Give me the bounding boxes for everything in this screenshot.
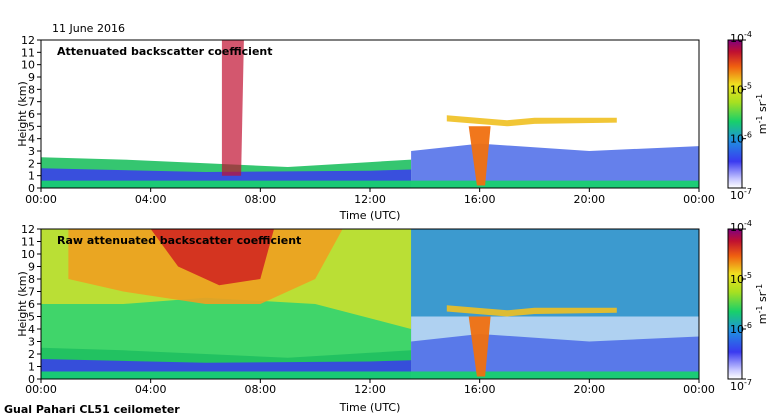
- y-tick-label: 7: [28, 286, 35, 299]
- colorbar-raw: [727, 228, 743, 380]
- colorbar-attenuated: [727, 39, 743, 189]
- panel-title-attenuated: Attenuated backscatter coefficient: [57, 45, 273, 58]
- y-tick-label: 0: [28, 373, 35, 386]
- y-tick-label: 5: [28, 311, 35, 324]
- x-tick-label: 20:00: [573, 193, 605, 206]
- y-tick-label: 10: [21, 59, 35, 72]
- y-tick-label: 2: [28, 157, 35, 170]
- colorbar-tick-label: 10-6: [730, 131, 752, 146]
- high-cloud-column: [221, 40, 244, 176]
- instrument-footer: Gual Pahari CL51 ceilometer: [4, 403, 180, 416]
- y-tick-label: 1: [28, 170, 35, 183]
- y-tick-label: 4: [28, 323, 35, 336]
- panel-raw: Raw attenuated backscatter coefficient 0…: [16, 219, 769, 414]
- x-tick-label: 16:00: [464, 193, 496, 206]
- y-tick-label: 6: [28, 298, 35, 311]
- y-axis-label-attenuated: Height (km): [16, 81, 29, 147]
- y-tick-label: 3: [28, 336, 35, 349]
- y-tick-label: 10: [21, 248, 35, 261]
- rain-shaft: [468, 316, 491, 377]
- cloud-layer: [446, 115, 617, 127]
- y-tick-label: 9: [28, 71, 35, 84]
- x-tick-label: 04:00: [135, 193, 167, 206]
- colorbar-tick-label: 10-7: [730, 187, 752, 202]
- x-tick-label: 20:00: [573, 383, 605, 396]
- y-tick-label: 9: [28, 261, 35, 274]
- colorbar-tick-label: 10-7: [730, 378, 752, 393]
- raw-noise-max: [150, 229, 274, 286]
- heatmap-raw: [41, 229, 699, 379]
- colorbar-unit-attenuated: m-1 sr-1: [755, 94, 769, 134]
- x-tick-label: 08:00: [244, 383, 276, 396]
- x-tick-label: 00:00: [25, 193, 57, 206]
- colorbar-tick-label: 10-4: [730, 219, 752, 234]
- x-tick-label: 12:00: [354, 383, 386, 396]
- x-axis-label-raw: Time (UTC): [339, 401, 401, 414]
- date-label: 11 June 2016: [52, 22, 125, 35]
- y-tick-label: 12: [21, 34, 35, 47]
- x-axis-label-attenuated: Time (UTC): [339, 209, 401, 222]
- y-tick-label: 11: [21, 46, 35, 59]
- y-tick-label: 5: [28, 120, 35, 133]
- x-tick-label: 12:00: [354, 193, 386, 206]
- y-tick-label: 2: [28, 348, 35, 361]
- y-tick-label: 3: [28, 145, 35, 158]
- y-tick-label: 11: [21, 236, 35, 249]
- cloud-layer: [446, 305, 617, 317]
- panel-attenuated: Attenuated backscatter coefficient 01234…: [16, 30, 769, 222]
- surface-layer: [41, 180, 699, 188]
- y-tick-label: 0: [28, 182, 35, 195]
- y-tick-label: 6: [28, 108, 35, 121]
- y-tick-label: 8: [28, 273, 35, 286]
- y-tick-label: 7: [28, 96, 35, 109]
- y-tick-label: 1: [28, 361, 35, 374]
- y-tick-label: 4: [28, 133, 35, 146]
- x-tick-label: 00:00: [683, 193, 715, 206]
- y-tick-label: 8: [28, 83, 35, 96]
- colorbar-tick-label: 10-6: [730, 321, 752, 336]
- x-tick-label: 00:00: [25, 383, 57, 396]
- heatmap-attenuated: [41, 40, 699, 188]
- x-tick-label: 16:00: [464, 383, 496, 396]
- x-tick-label: 08:00: [244, 193, 276, 206]
- rain-shaft: [468, 126, 491, 186]
- y-axis-label-raw: Height (km): [16, 271, 29, 337]
- x-tick-label: 00:00: [683, 383, 715, 396]
- x-tick-label: 04:00: [135, 383, 167, 396]
- y-tick-label: 12: [21, 223, 35, 236]
- colorbar-tick-label: 10-5: [730, 271, 752, 286]
- colorbar-tick-label: 10-5: [730, 81, 752, 96]
- colorbar-unit-raw: m-1 sr-1: [755, 284, 769, 324]
- colorbar-tick-label: 10-4: [730, 30, 752, 45]
- surface-layer: [41, 371, 699, 379]
- panel-title-raw: Raw attenuated backscatter coefficient: [57, 234, 301, 247]
